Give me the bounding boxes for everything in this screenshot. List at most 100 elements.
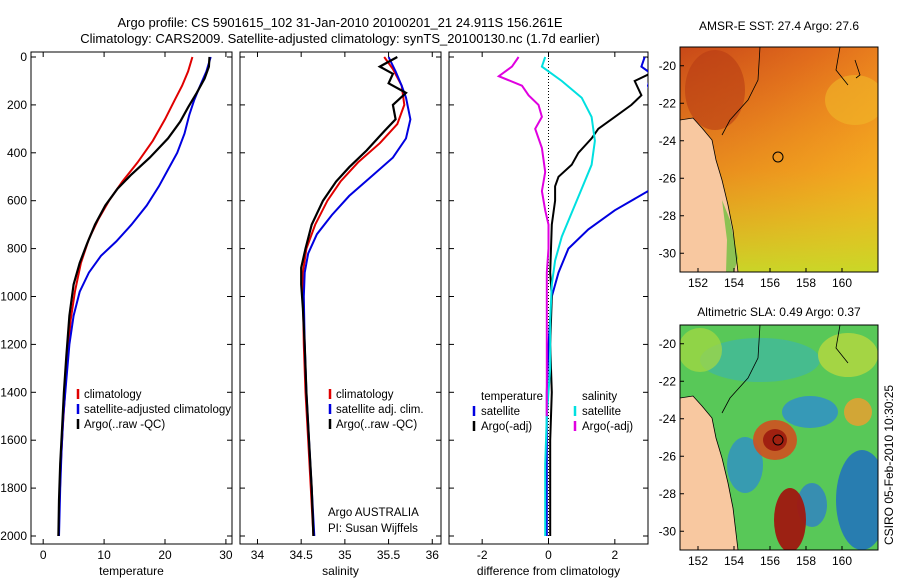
pi-label: PI: Susan Wijffels bbox=[328, 523, 418, 535]
depth-tick-label: 0 bbox=[20, 50, 27, 64]
difference-panel: -2 0 2 difference from climatology temperatu… bbox=[448, 51, 649, 578]
legend-title-temperature: temperature bbox=[481, 391, 543, 403]
sst-cool-patch bbox=[825, 75, 878, 125]
sla-map-title: Altimetric SLA: 0.49 Argo: 0.37 bbox=[697, 305, 861, 319]
temperature-frame bbox=[30, 51, 233, 545]
legend-label: satellite adj. clim. bbox=[336, 404, 424, 416]
figure-title-line2: Climatology: CARS2009. Satellite-adjuste… bbox=[80, 31, 600, 46]
depth-tick-label: 1400 bbox=[0, 385, 27, 399]
legend-title-salinity: salinity bbox=[582, 391, 617, 403]
sla-low-3 bbox=[727, 437, 763, 493]
sst-coastal-green bbox=[722, 200, 738, 272]
salinity-xtick-label: 35.5 bbox=[377, 548, 401, 562]
map-ytick-label: -22 bbox=[659, 374, 677, 388]
temperature-xtick-label: 30 bbox=[219, 548, 233, 562]
sla-high-5 bbox=[680, 328, 722, 372]
map-xtick-label: 152 bbox=[688, 276, 708, 290]
sla-coastline bbox=[680, 395, 739, 550]
difference-xtick-label: 2 bbox=[611, 548, 618, 562]
depth-tick-label: 800 bbox=[7, 242, 27, 256]
sla-high-1 bbox=[818, 333, 878, 377]
map-xtick-label: 158 bbox=[796, 554, 816, 568]
difference-series-line bbox=[540, 56, 596, 536]
sla-high-3-core bbox=[763, 429, 787, 451]
sst-map: AMSR-E SST: 27.4 Argo: 27.6 152 154 156 158… bbox=[659, 19, 879, 290]
sst-bathymetry bbox=[721, 47, 861, 136]
map-xtick-label: 152 bbox=[688, 554, 708, 568]
legend-label: satellite-adjusted climatology bbox=[84, 404, 231, 416]
sst-map-title: AMSR-E SST: 27.4 Argo: 27.6 bbox=[699, 19, 859, 33]
sla-bathymetry bbox=[721, 325, 849, 414]
timestamp-stamp: CSIRO 05-Feb-2010 10:30:25 bbox=[882, 385, 896, 545]
salinity-xlabel: salinity bbox=[322, 564, 359, 578]
depth-tick-label: 2000 bbox=[0, 529, 27, 543]
salinity-frame bbox=[239, 51, 442, 545]
temperature-series-line bbox=[57, 56, 211, 537]
depth-tick-label: 1000 bbox=[0, 290, 27, 304]
depth-tick-label: 1600 bbox=[0, 433, 27, 447]
salinity-xtick-label: 35 bbox=[338, 548, 352, 562]
temperature-xtick-label: 0 bbox=[40, 548, 47, 562]
salinity-series-line bbox=[300, 56, 408, 537]
map-ytick-label: -28 bbox=[659, 209, 677, 223]
depth-tick-label: 400 bbox=[7, 146, 27, 160]
map-ytick-label: -26 bbox=[659, 171, 677, 185]
sla-high-2 bbox=[844, 398, 872, 426]
map-xtick-label: 158 bbox=[796, 276, 816, 290]
salinity-series-line bbox=[301, 56, 406, 537]
legend-label: Argo(-adj) bbox=[481, 421, 532, 433]
figure-title-line1: Argo profile: CS 5901615_102 31-Jan-2010… bbox=[117, 15, 562, 30]
legend-label: satellite bbox=[481, 406, 520, 418]
salinity-xtick-label: 34.5 bbox=[289, 548, 313, 562]
map-xtick-label: 160 bbox=[832, 276, 852, 290]
legend-label: Argo(..raw -QC) bbox=[84, 419, 165, 431]
sst-map-frame bbox=[679, 46, 879, 273]
legend-label: climatology bbox=[336, 389, 394, 401]
salinity-panel: 34 34.5 35 35.5 36 salinity climatology satelli… bbox=[239, 51, 442, 578]
sla-low-4 bbox=[836, 450, 878, 550]
difference-series-line bbox=[549, 57, 648, 536]
difference-series-line bbox=[496, 56, 550, 417]
depth-tick-label: 200 bbox=[7, 98, 27, 112]
temperature-series-line bbox=[58, 56, 212, 537]
map-ytick-label: -26 bbox=[659, 449, 677, 463]
sst-argo-marker bbox=[772, 151, 784, 163]
difference-xtick-label: -2 bbox=[477, 548, 488, 562]
sla-low-2 bbox=[782, 396, 838, 428]
map-xtick-label: 156 bbox=[760, 276, 780, 290]
map-xtick-label: 154 bbox=[724, 276, 744, 290]
salinity-xtick-label: 36 bbox=[426, 548, 440, 562]
map-ytick-label: -30 bbox=[659, 246, 677, 260]
salinity-xtick-label: 34 bbox=[251, 548, 265, 562]
depth-tick-label: 1200 bbox=[0, 337, 27, 351]
credit-label: Argo AUSTRALIA bbox=[328, 507, 419, 519]
sst-warm-patch bbox=[685, 50, 745, 130]
map-xtick-label: 156 bbox=[760, 554, 780, 568]
map-ytick-label: -30 bbox=[659, 524, 677, 538]
sst-coastline bbox=[680, 117, 739, 272]
depth-tick-label: 1800 bbox=[0, 481, 27, 495]
map-ytick-label: -20 bbox=[659, 59, 677, 73]
sla-map-frame bbox=[679, 324, 879, 551]
sla-argo-marker bbox=[772, 434, 784, 446]
map-ytick-label: -24 bbox=[659, 134, 677, 148]
map-ytick-label: -28 bbox=[659, 487, 677, 501]
map-ytick-label: -22 bbox=[659, 96, 677, 110]
depth-tick-label: 600 bbox=[7, 194, 27, 208]
legend-label: Argo(-adj) bbox=[582, 421, 633, 433]
map-ytick-label: -20 bbox=[659, 337, 677, 351]
difference-xtick-label: 0 bbox=[545, 548, 552, 562]
map-ytick-label: -24 bbox=[659, 412, 677, 426]
legend-label: Argo(..raw -QC) bbox=[336, 419, 417, 431]
difference-xlabel: difference from climatology bbox=[477, 564, 620, 578]
salinity-series-line bbox=[302, 56, 412, 537]
sla-high-4 bbox=[774, 488, 806, 550]
temperature-xlabel: temperature bbox=[99, 564, 164, 578]
temperature-panel: 0 10 20 30 temperature 0 200 400 600 800 1000 1200 1… bbox=[0, 50, 233, 578]
map-xtick-label: 154 bbox=[724, 554, 744, 568]
sla-land bbox=[680, 396, 738, 550]
legend-label: climatology bbox=[84, 389, 142, 401]
temperature-xtick-label: 10 bbox=[97, 548, 111, 562]
map-xtick-label: 160 bbox=[832, 554, 852, 568]
